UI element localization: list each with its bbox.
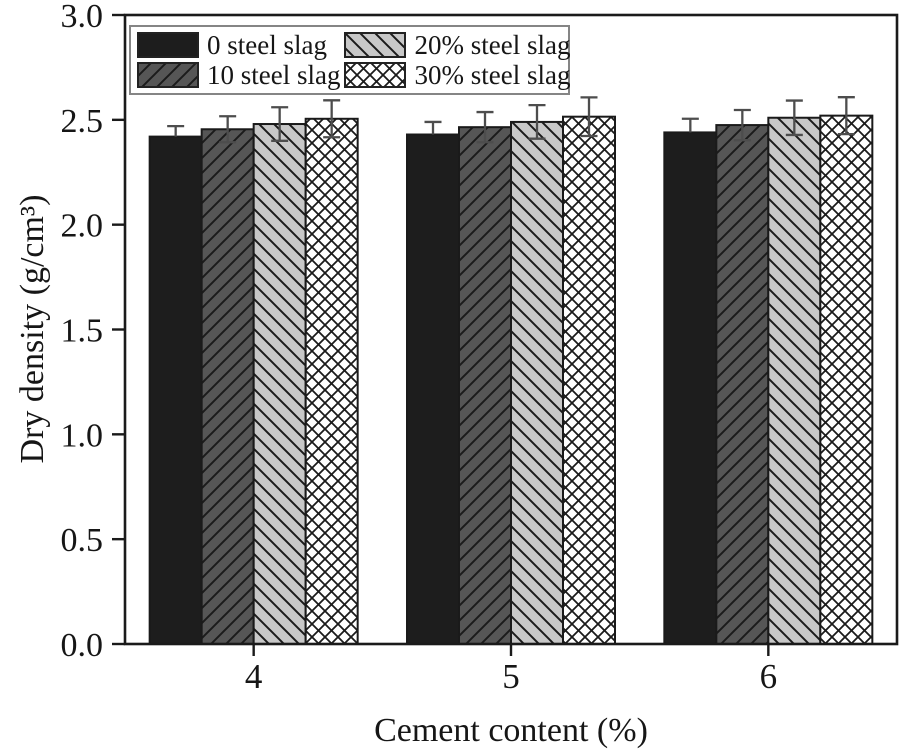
y-axis-title: Dry density (g/cm³) [14,194,51,464]
legend-item-10-steel-slag: 10 steel slag [137,61,340,89]
bar-hatch [716,125,769,644]
y-tick-label: 1.0 [61,417,104,454]
plot-frame [123,13,899,646]
x-tick-label: 4 [245,657,263,696]
legend: 0 steel slag 10 steel slag 20% steel sla… [129,25,570,95]
bar-hatch [511,121,563,645]
bar-series0-group2 [664,132,717,644]
legend-label: 0 steel slag [207,29,327,60]
y-tick-label: 0.0 [61,627,104,664]
bar-hatch [768,117,821,644]
legend-swatch-solid-black [137,32,199,58]
x-tick-label: 6 [760,657,778,696]
bar-hatch [305,118,358,644]
bar-hatch [820,115,873,644]
y-tick-label: 1.5 [61,313,104,350]
x-axis-title: Cement content (%) [374,712,648,749]
y-tick-label: 2.0 [61,208,104,245]
y-tick-label: 0.5 [61,522,104,559]
legend-swatch-fwd-hatch [137,62,199,88]
legend-swatch-crosshatch [344,62,407,88]
legend-item-20-steel-slag: 20% steel slag [344,31,570,59]
bar-hatch [253,124,306,644]
x-tick-label: 5 [502,657,520,696]
y-tick-label: 2.5 [61,103,104,140]
legend-item-30-steel-slag: 30% steel slag [344,61,570,89]
bar-series0-group1 [407,134,459,644]
legend-swatch-back-hatch [344,32,407,58]
legend-label: 10 steel slag [207,59,341,90]
legend-label: 20% steel slag [414,29,571,60]
legend-item-0-steel-slag: 0 steel slag [137,31,340,59]
legend-column-1: 0 steel slag 10 steel slag [137,31,340,89]
y-tick-label: 3.0 [61,0,104,35]
legend-label: 30% steel slag [414,59,571,90]
legend-column-2: 20% steel slag 30% steel slag [344,31,570,89]
bar-hatch [459,127,511,644]
bar-series0-group0 [149,136,202,644]
bar-hatch [563,116,615,644]
bar-hatch [201,129,254,645]
